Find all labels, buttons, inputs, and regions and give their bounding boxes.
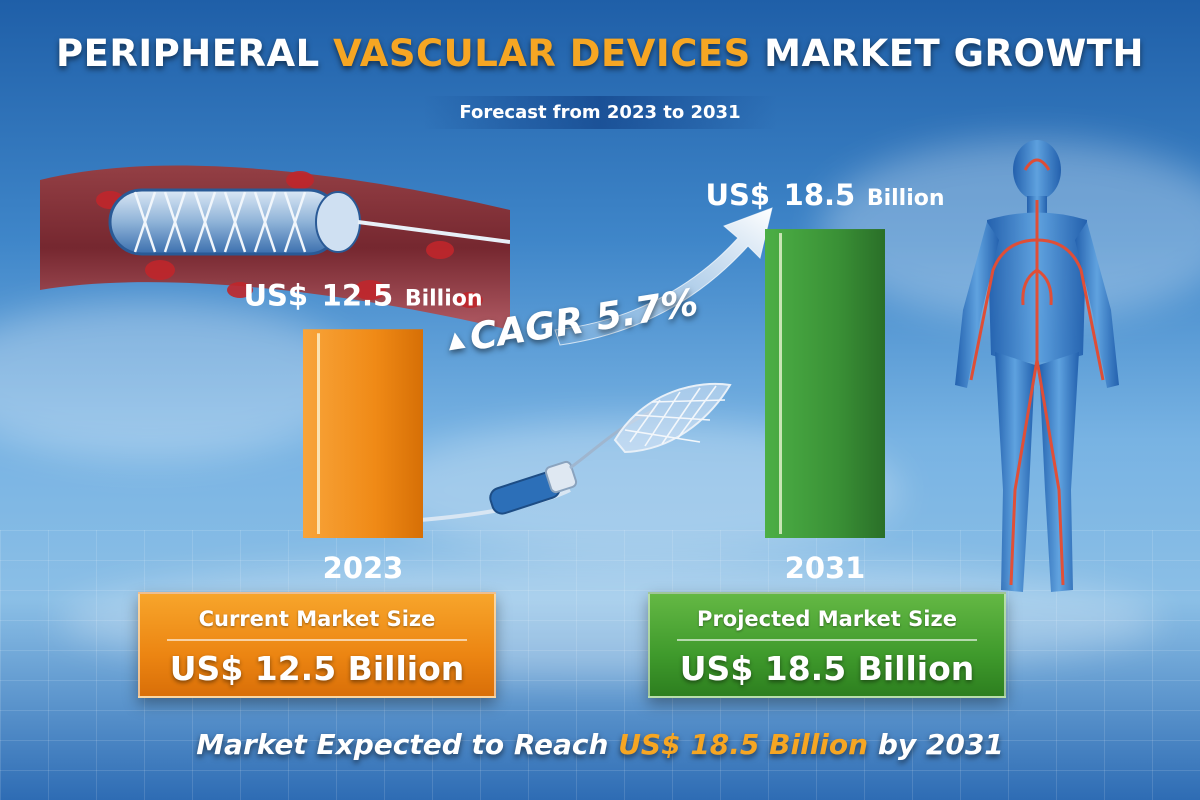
page-title: PERIPHERAL VASCULAR DEVICES MARKET GROWT… [0,32,1200,75]
category-label-2031: 2031 [785,551,866,585]
value-number-2031: 18.5 [784,178,856,212]
current-market-panel: Current Market Size US$ 12.5 Billion [138,592,496,698]
projected-market-value: US$ 18.5 Billion [679,649,975,688]
panel-divider [167,639,467,641]
value-prefix-2031: US$ [705,178,770,212]
panel-divider [677,639,977,641]
human-body-illustration [955,140,1119,592]
footer-lead: Market Expected to Reach [196,728,609,761]
bar-2023 [303,329,423,538]
catheter-stent-icon [420,382,732,522]
stent-icon [108,188,510,256]
footer-banner: Market Expected to Reach US$ 18.5 Billio… [0,726,1200,763]
projected-market-title: Projected Market Size [697,607,957,631]
value-unit-2023: Billion [405,286,483,311]
category-label-2023: 2023 [323,551,404,585]
subtitle-banner: Forecast from 2023 to 2031 [0,96,1200,129]
stent-illustration [40,165,510,330]
projected-market-panel: Projected Market Size US$ 18.5 Billion [648,592,1006,698]
value-number-2023: 12.5 [322,278,394,312]
footer-tail: by 2031 [877,728,1004,761]
footer-highlight: US$ 18.5 Billion [618,728,869,761]
cloud-decoration [0,300,360,460]
bar-2031-highlight [779,233,782,535]
bar-2031 [765,229,885,539]
title-accent: VASCULAR DEVICES [333,32,751,75]
footer-text: Market Expected to Reach US$ 18.5 Billio… [186,726,1014,763]
current-market-title: Current Market Size [198,607,436,631]
bar-2023-highlight [317,333,320,534]
human-body-vascular-icon [955,140,1119,592]
value-prefix-2023: US$ [243,278,308,312]
title-part-2: MARKET GROWTH [764,32,1144,75]
catheter-stent-illustration [420,382,732,522]
bar-value-label-2023: US$ 12.5 Billion [243,278,482,312]
title-part-1: PERIPHERAL [56,32,320,75]
value-unit-2031: Billion [867,186,945,211]
subtitle: Forecast from 2023 to 2031 [423,96,777,129]
bar-value-label-2031: US$ 18.5 Billion [705,178,944,212]
current-market-value: US$ 12.5 Billion [169,649,465,688]
triangle-up-icon: ▲ [445,326,467,354]
